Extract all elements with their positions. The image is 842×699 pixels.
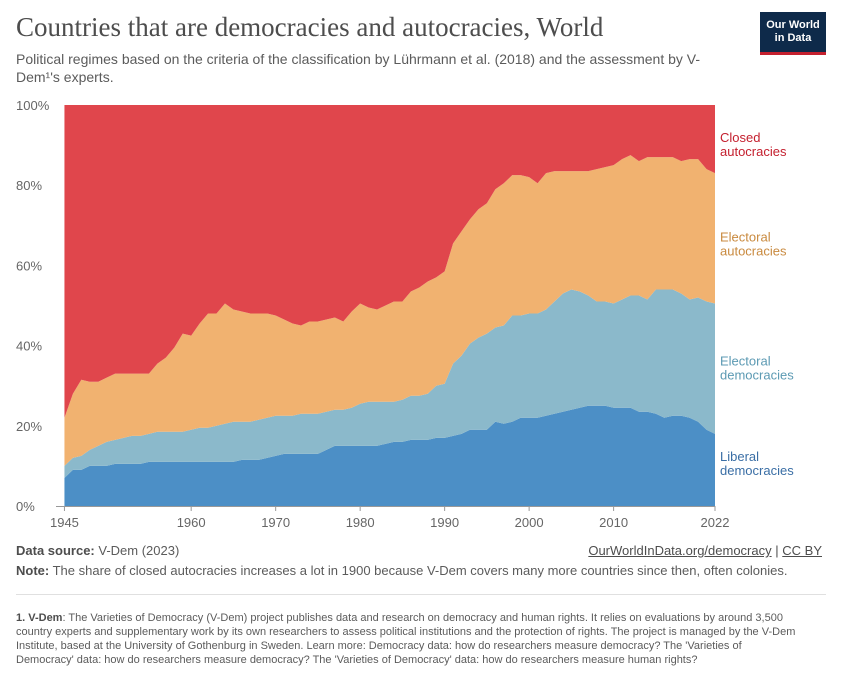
x-tick-label: 1990 (430, 515, 459, 530)
note-text: The share of closed autocracies increase… (52, 563, 788, 578)
y-tick-label: 0% (16, 499, 35, 514)
x-tick-label: 1945 (50, 515, 79, 530)
data-source-value: V-Dem (2023) (98, 543, 180, 558)
x-tick-label: 1970 (261, 515, 290, 530)
footer-divider (16, 594, 826, 595)
logo-line-2: in Data (774, 32, 812, 44)
legend-label-closed-autocracies[interactable]: Closed autocracies (720, 130, 787, 159)
legend-label-liberal-democracies[interactable]: Liberal democracies (720, 449, 794, 478)
area-electoral-autocracies[interactable] (64, 155, 715, 466)
note-label: Note: (16, 563, 50, 578)
y-tick-label: 40% (16, 339, 42, 354)
legend-label-electoral-autocracies[interactable]: Electoral autocracies (720, 229, 787, 258)
chart-areas (64, 105, 715, 506)
link-separator: | (775, 543, 779, 558)
license-link[interactable]: CC BY (782, 543, 822, 558)
area-closed-autocracies[interactable] (64, 105, 715, 418)
area-liberal-democracies[interactable] (64, 405, 715, 506)
owid-logo[interactable]: Our World in Data (760, 12, 826, 55)
source-link[interactable]: OurWorldInData.org/democracy (588, 543, 772, 558)
chart-subtitle: Political regimes based on the criteria … (16, 51, 701, 85)
area-electoral-democracies[interactable] (64, 289, 715, 478)
stacked-area-chart: 0% 20% 40% 60% 80% 100% 1945 1960 1970 1980 1990 2… (16, 98, 794, 530)
y-tick-label: 80% (16, 178, 42, 193)
y-axis: 0% 20% 40% 60% 80% 100% (16, 98, 50, 514)
footnote-label: 1. V-Dem (16, 612, 63, 624)
x-tick-label: 1960 (177, 515, 206, 530)
footnote: 1. V-Dem: The Varieties of Democracy (V-… (16, 611, 796, 667)
x-tick-label: 1980 (346, 515, 375, 530)
logo-line-1: Our World (766, 19, 820, 31)
chart-title: Countries that are democracies and autoc… (16, 12, 604, 42)
y-tick-label: 100% (16, 98, 50, 113)
x-tick-label: 2022 (701, 515, 730, 530)
footnote-text: : The Varieties of Democracy (V-Dem) pro… (16, 612, 796, 666)
y-tick-label: 20% (16, 419, 42, 434)
chart-note: Note: The share of closed autocracies in… (16, 563, 816, 578)
x-axis: 1945 1960 1970 1980 1990 2000 2010 2022 (50, 506, 729, 530)
footer-links: OurWorldInData.org/democracy | CC BY (588, 543, 822, 558)
y-tick-label: 60% (16, 258, 42, 273)
data-source: Data source: V-Dem (2023) (16, 543, 179, 558)
legend-label-electoral-democracies[interactable]: Electoral democracies (720, 354, 794, 383)
x-tick-label: 2010 (599, 515, 628, 530)
data-source-label: Data source: (16, 543, 95, 558)
x-tick-label: 2000 (515, 515, 544, 530)
chart-legend: Closed autocracies Electoral autocracies Ele… (720, 130, 794, 478)
